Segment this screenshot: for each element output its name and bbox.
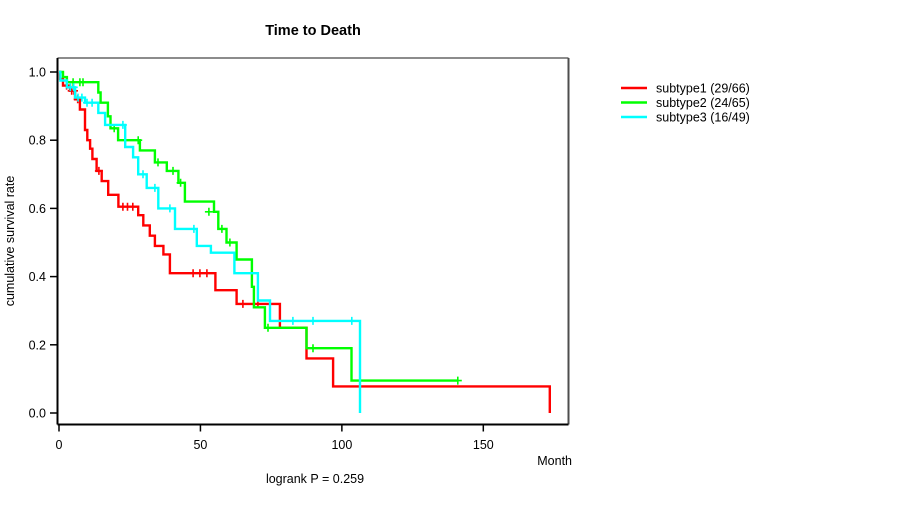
censor-plus-mark [69,83,78,92]
censor-plus-mark [165,204,174,213]
chart-title: Time to Death [265,23,361,39]
censor-plus-mark [309,344,317,353]
x-tick-label: 50 [193,438,207,452]
censor-plus-mark [118,120,127,129]
legend: subtype1 (29/66)subtype2 (24/65)subtype3… [621,82,750,125]
y-tick-label: 1.0 [29,66,46,80]
logrank-annotation: logrank P = 0.259 [266,472,364,486]
series-subtype1-curve [58,70,551,413]
censor-plus-mark [309,316,317,325]
y-tick-label: 0.4 [29,270,46,284]
censor-plus-mark [195,269,204,278]
censor-plus-mark [88,98,97,107]
censor-plus-mark [94,166,103,175]
legend-label-subtype2: subtype2 (24/65) [656,96,750,110]
censor-plus-mark [288,316,297,325]
x-tick-label: 150 [473,438,494,452]
series-subtype1-censor-marks [62,81,262,308]
x-axis-label: Month [537,454,572,468]
censor-plus-mark [139,170,147,179]
x-tick-label: 0 [56,438,63,452]
y-tick-label: 0.8 [29,134,46,148]
censor-plus-mark [453,376,462,385]
series-subtype3-censor-marks [66,83,356,325]
censor-plus-mark [189,269,198,278]
x-axis-ticks: 0 50 100 150 [56,424,494,452]
y-axis-label: cumulative survival rate [3,176,17,307]
y-tick-label: 0.0 [29,407,46,421]
y-tick-label: 0.6 [29,202,46,216]
censor-plus-mark [128,202,137,211]
censor-plus-mark [150,183,159,192]
y-tick-label: 0.2 [29,338,46,352]
censor-plus-mark [202,269,211,278]
censor-plus-mark [238,299,247,308]
series-subtype2-censor-marks [69,78,462,385]
x-tick-label: 100 [331,438,352,452]
censor-plus-mark [77,93,86,102]
legend-label-subtype1: subtype1 (29/66) [656,82,750,96]
series-subtype3-curve [59,70,362,413]
censor-plus-mark [217,224,226,233]
censor-plus-mark [154,158,162,167]
censor-plus-mark [189,224,198,233]
censor-plus-mark [225,238,234,247]
series-subtype2-curve [59,70,458,382]
censor-plus-mark [134,136,143,145]
censor-plus-mark [176,178,185,187]
censor-plus-mark [169,166,177,175]
censor-plus-mark [204,207,213,216]
series-layer [58,70,551,413]
y-axis-ticks: 0.0 0.2 0.4 0.6 0.8 1.0 [29,66,58,421]
legend-label-subtype3: subtype3 (16/49) [656,111,750,125]
censor-plus-mark [347,316,356,325]
plot-frame [56,57,570,426]
censor-plus-mark [79,78,87,87]
censor-plus-mark [264,323,272,332]
